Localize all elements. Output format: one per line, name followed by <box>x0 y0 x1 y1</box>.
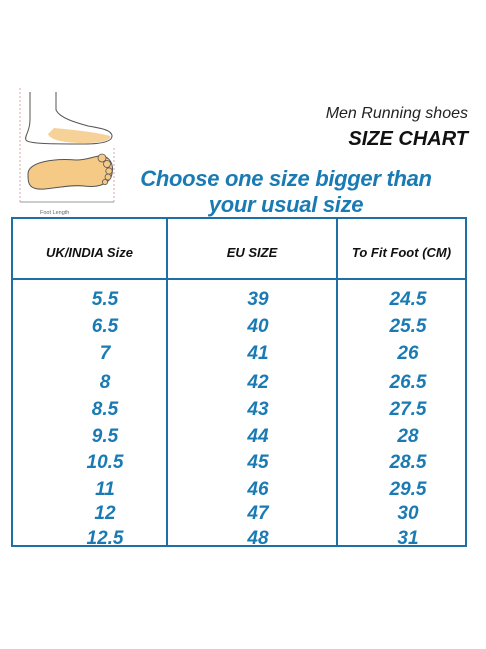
column-divider <box>336 219 338 545</box>
uk-size-cell: 6.5 <box>91 316 119 337</box>
foot-cm-cell: 24.5 <box>389 289 427 310</box>
table-row: 8 42 26.5 <box>13 372 465 398</box>
eu-size-cell: 43 <box>247 399 269 420</box>
table-row: 12.5 48 31 <box>13 528 465 554</box>
sizing-advice: Choose one size bigger than your usual s… <box>136 166 436 218</box>
table-row: 8.5 43 27.5 <box>13 399 465 425</box>
foot-cm-cell: 26 <box>397 343 419 364</box>
uk-size-cell: 11 <box>95 479 115 500</box>
uk-size-cell: 12.5 <box>86 528 124 549</box>
foot-cm-cell: 30 <box>397 503 419 524</box>
column-header-eu: EU SIZE <box>226 245 278 260</box>
column-header-cm: To Fit Foot (CM) <box>351 245 452 260</box>
foot-illustration: Foot Length <box>14 88 142 218</box>
header: Men Running shoes SIZE CHART <box>326 104 468 152</box>
foot-cm-cell: 25.5 <box>389 316 427 337</box>
sizing-advice-line2: your usual size <box>208 192 364 217</box>
uk-size-cell: 8.5 <box>91 399 119 420</box>
column-header-uk-india: UK/INDIA Size <box>46 245 133 260</box>
uk-size-cell: 8 <box>99 372 111 393</box>
foot-cm-cell: 26.5 <box>389 372 427 393</box>
table-row: 12 47 30 <box>13 503 465 529</box>
table-row: 6.5 40 25.5 <box>13 316 465 342</box>
eu-size-cell: 44 <box>247 426 269 447</box>
foot-diagram-icon: Foot Length <box>19 88 115 216</box>
uk-size-cell: 9.5 <box>91 426 119 447</box>
page-title: SIZE CHART <box>348 128 468 150</box>
header-divider <box>13 278 465 280</box>
eu-size-cell: 41 <box>247 343 269 364</box>
table-row: 11 46 29.5 <box>13 479 465 505</box>
table-row: 7 41 26 <box>13 343 465 369</box>
uk-size-cell: 10.5 <box>86 452 124 473</box>
uk-size-cell: 12 <box>94 503 116 524</box>
table-row: 9.5 44 28 <box>13 426 465 452</box>
foot-cm-cell: 28 <box>397 426 419 447</box>
foot-cm-cell: 31 <box>397 528 419 549</box>
eu-size-cell: 42 <box>247 372 269 393</box>
eu-size-cell: 46 <box>247 479 269 500</box>
uk-size-cell: 7 <box>99 343 111 364</box>
foot-cm-cell: 28.5 <box>389 452 427 473</box>
eu-size-cell: 48 <box>247 528 269 549</box>
foot-length-caption: Foot Length <box>40 210 69 216</box>
eu-size-cell: 39 <box>247 289 269 310</box>
foot-cm-cell: 27.5 <box>389 399 427 420</box>
table-row: 10.5 45 28.5 <box>13 452 465 478</box>
sizing-advice-line1: Choose one size bigger than <box>140 166 432 191</box>
eu-size-cell: 45 <box>247 452 269 473</box>
size-table: UK/INDIA Size EU SIZE To Fit Foot (CM) 5… <box>11 217 467 549</box>
eu-size-cell: 40 <box>247 316 269 337</box>
uk-size-cell: 5.5 <box>91 289 119 310</box>
column-divider <box>166 219 168 545</box>
page-subtitle: Men Running shoes <box>325 105 468 122</box>
foot-cm-cell: 29.5 <box>389 479 427 500</box>
table-row: 5.5 39 24.5 <box>13 289 465 315</box>
eu-size-cell: 47 <box>247 503 269 524</box>
